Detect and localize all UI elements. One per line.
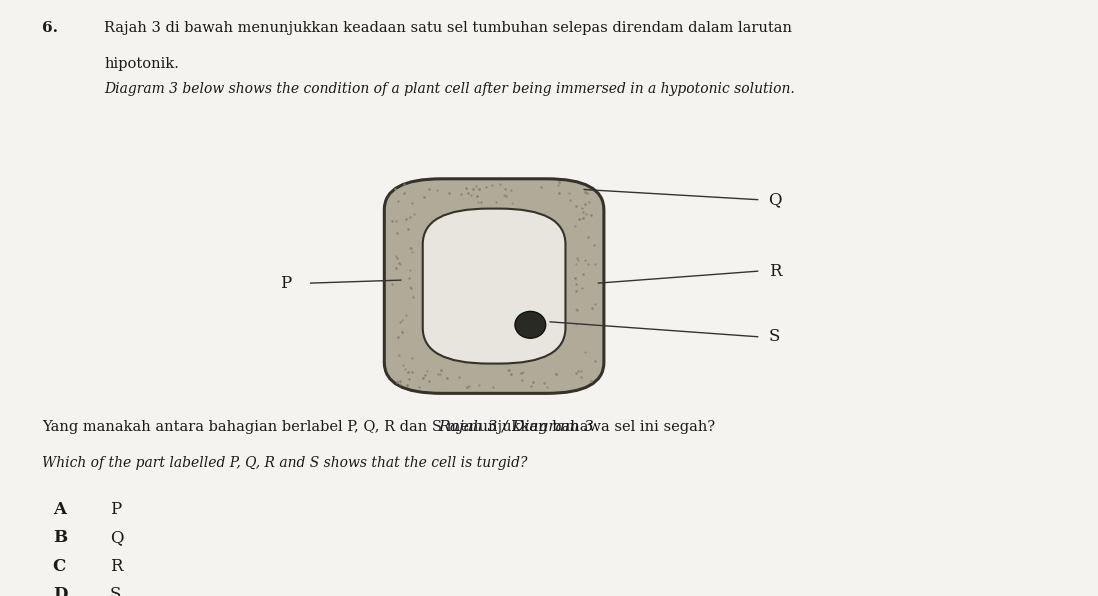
Text: S: S (769, 328, 780, 345)
FancyBboxPatch shape (423, 209, 565, 364)
Text: hipotonik.: hipotonik. (104, 57, 179, 70)
Text: P: P (110, 501, 121, 518)
Text: Q: Q (110, 529, 123, 547)
Text: A: A (53, 501, 66, 518)
Text: 6.: 6. (42, 21, 58, 35)
Text: Diagram 3 below shows the condition of a plant cell after being immersed in a hy: Diagram 3 below shows the condition of a… (104, 82, 795, 96)
Text: Which of the part labelled P, Q, R and S shows that the cell is turgid?: Which of the part labelled P, Q, R and S… (42, 456, 527, 470)
FancyBboxPatch shape (384, 179, 604, 393)
Text: P: P (280, 275, 291, 291)
Text: Rajah 3 di bawah menunjukkan keadaan satu sel tumbuhan selepas direndam dalam la: Rajah 3 di bawah menunjukkan keadaan sat… (104, 21, 793, 35)
Text: Yang manakah antara bahagian berlabel P, Q, R dan S menunjukkan bahawa sel ini s: Yang manakah antara bahagian berlabel P,… (42, 420, 715, 434)
Text: D: D (53, 586, 67, 596)
Text: S: S (110, 586, 121, 596)
Text: R: R (769, 263, 781, 280)
Text: C: C (53, 558, 66, 575)
Text: Q: Q (769, 191, 782, 208)
Text: Rajah 3 / Diagram 3: Rajah 3 / Diagram 3 (438, 420, 594, 434)
Text: B: B (53, 529, 67, 547)
Text: R: R (110, 558, 122, 575)
Ellipse shape (515, 311, 546, 339)
